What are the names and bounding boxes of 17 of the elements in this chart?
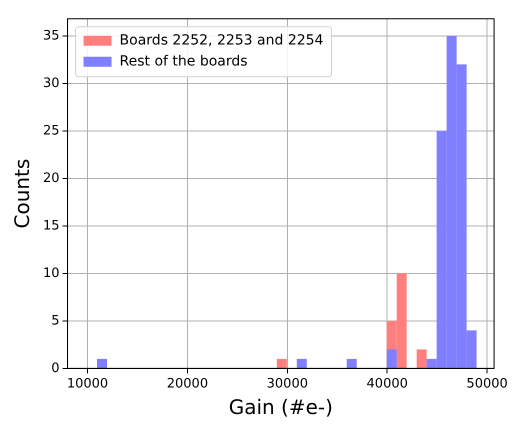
x-tick-label: 10000 [66, 376, 108, 392]
y-tick-label: 35 [42, 28, 60, 44]
y-tick-label: 10 [42, 266, 60, 281]
x-axis-title: Gain (#e-) [228, 395, 333, 420]
y-tick-label: 15 [42, 218, 60, 234]
legend-label: Rest of the boards [120, 53, 248, 70]
y-tick-label: 25 [42, 123, 60, 138]
legend-label: Boards 2252, 2253 and 2254 [120, 32, 324, 48]
y-axis-title: Counts [10, 158, 34, 229]
x-tick-label: 40000 [366, 376, 408, 392]
y-tick-label: 0 [51, 360, 60, 376]
x-tick-label: 20000 [166, 376, 208, 392]
y-tick-label: 30 [42, 76, 60, 91]
y-tick-label: 20 [42, 170, 60, 186]
x-tick-label: 30000 [266, 376, 308, 392]
x-tick-label: 50000 [466, 376, 508, 392]
y-tick-label: 5 [51, 313, 60, 328]
